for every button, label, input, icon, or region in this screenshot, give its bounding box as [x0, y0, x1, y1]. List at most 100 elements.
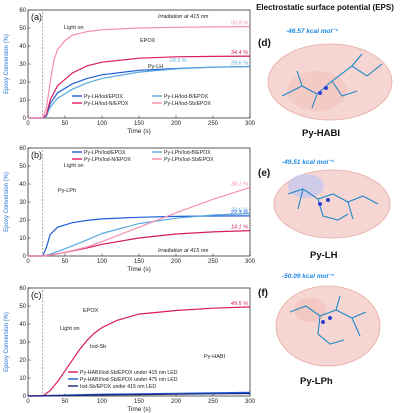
x-tick-label: 200 [171, 399, 182, 405]
panel-letter: (a) [31, 12, 42, 22]
legend-label: Py-LH/Iod-B/EPOX [164, 94, 209, 100]
x-tick-label: 0 [26, 121, 30, 127]
eps-value-d: -46.57 kcal mol⁻¹ [286, 28, 338, 35]
eps-letter-d: (d) [258, 38, 271, 49]
series-end-label: 34.4 % [231, 50, 248, 56]
y-tick-label: 10 [19, 376, 26, 382]
annotation: Light on [64, 25, 84, 31]
x-tick-label: 150 [134, 121, 145, 127]
x-tick-label: 0 [26, 259, 30, 265]
eps-letter-f: (f) [258, 288, 268, 299]
x-axis-label: Time (s) [127, 266, 151, 273]
annotation: Irradiation at 415 nm [158, 248, 209, 254]
x-tick-label: 250 [208, 259, 219, 265]
series-end-label: 14.1 % [231, 225, 248, 231]
y-tick-label: 50 [19, 26, 26, 32]
y-tick-label: 40 [19, 44, 26, 50]
series-end-label: 49.5 % [231, 301, 248, 307]
series-line-2 [28, 55, 251, 119]
y-tick-label: 0 [23, 254, 27, 260]
eps-value-e: -49.51 kcal mol⁻¹ [282, 159, 334, 166]
y-tick-label: 50 [19, 304, 26, 310]
eps-name-f: Py-LPh [300, 376, 333, 387]
eps-name-d: Py-HABI [302, 128, 341, 139]
extra-label: 29.5 % [168, 58, 186, 64]
y-axis-label: Epoxy Conversion (%) [4, 34, 10, 94]
series-line-0 [28, 215, 251, 257]
legend-label: Py-HABI/Iod-Sb/EPOX under 475 nm LED [80, 377, 178, 383]
y-tick-label: 20 [19, 358, 26, 364]
annotation: Py-HABI [204, 354, 226, 360]
y-tick-label: 10 [19, 98, 26, 104]
panel-letter: (b) [31, 150, 42, 160]
y-tick-label: 60 [19, 8, 26, 14]
series-line-1 [28, 65, 251, 119]
x-tick-label: 200 [171, 121, 182, 127]
x-tick-label: 100 [97, 121, 108, 127]
series-line-2 [27, 392, 251, 397]
legend-label: Py-LPh/Iod-B/EPOX [164, 150, 211, 156]
series-end-label: 28.6 % [230, 61, 248, 67]
x-tick-label: 100 [97, 259, 108, 265]
annotation: Py-LPh [58, 188, 76, 194]
x-tick-label: 50 [62, 399, 69, 405]
x-tick-label: 250 [208, 121, 219, 127]
y-axis-label: Epoxy Conversion (%) [4, 172, 10, 232]
py-lph-eps-surface [275, 285, 381, 367]
x-tick-label: 200 [171, 259, 182, 265]
x-axis-label: Time (s) [127, 128, 151, 135]
legend-label: Py-LH/Iod-Sb/EPOX [164, 101, 212, 107]
y-tick-label: 60 [19, 286, 26, 292]
py-habi-eps-surface [267, 43, 393, 121]
py-lh-eps-surface [273, 169, 391, 239]
annotation: EPOX [140, 38, 156, 44]
eps-name-e: Py-LH [310, 250, 338, 261]
annotation: EPOX [83, 308, 99, 314]
x-tick-label: 300 [245, 121, 256, 127]
y-tick-label: 40 [19, 322, 26, 328]
annotation: Iod-Sb [90, 344, 106, 350]
y-tick-label: 30 [19, 62, 26, 68]
x-tick-label: 50 [62, 259, 69, 265]
legend-label: Py-LH/Iod-N/EPOX [84, 101, 129, 107]
x-tick-label: 0 [26, 399, 30, 405]
series-end-label: 23.6 % [230, 208, 248, 214]
x-tick-label: 300 [245, 259, 256, 265]
y-tick-label: 60 [19, 146, 26, 152]
series-end-label: 38.1 % [231, 181, 248, 187]
plot-frame-1 [27, 147, 251, 257]
series-line-0 [28, 65, 251, 119]
annotation: Light on [60, 326, 80, 332]
y-tick-label: 0 [23, 394, 27, 400]
x-tick-label: 300 [245, 399, 256, 405]
legend-label: Iod-Sb/EPOX under 415 nm LED [80, 384, 156, 390]
plot-frame-0 [27, 9, 251, 119]
x-tick-label: 150 [134, 259, 145, 265]
legend-label: Py-LPh/Iod-N/EPOX [84, 157, 132, 163]
y-tick-label: 20 [19, 80, 26, 86]
x-tick-label: 100 [97, 399, 108, 405]
legend-label: Py-LH/Iod/EPOX [84, 94, 123, 100]
legend-label: Py-LPh/Iod-Sb/EPOX [164, 157, 214, 163]
x-tick-label: 50 [62, 121, 69, 127]
y-tick-label: 0 [23, 116, 27, 122]
y-tick-label: 50 [19, 164, 26, 170]
eps-value-f: -50.09 kcal mol⁻¹ [282, 273, 334, 280]
series-line-3 [28, 186, 251, 257]
eps-title: Electrostatic surface potential (EPS) [256, 3, 394, 12]
y-tick-label: 30 [19, 200, 26, 206]
y-tick-label: 30 [19, 340, 26, 346]
y-axis-label: Epoxy Conversion (%) [4, 312, 10, 372]
y-tick-label: 10 [19, 236, 26, 242]
x-tick-label: 150 [134, 399, 145, 405]
series-line-0 [28, 306, 251, 397]
annotation: Py-LH [148, 64, 163, 70]
y-tick-label: 40 [19, 182, 26, 188]
legend-label: Py-HABI/Iod-Sb/EPOX under 415 nm LED [80, 370, 178, 376]
series-end-label: 22.3 % [230, 210, 248, 216]
x-tick-label: 250 [208, 399, 219, 405]
y-tick-label: 20 [19, 218, 26, 224]
series-line-2 [28, 230, 251, 257]
series-line-3 [28, 26, 251, 119]
